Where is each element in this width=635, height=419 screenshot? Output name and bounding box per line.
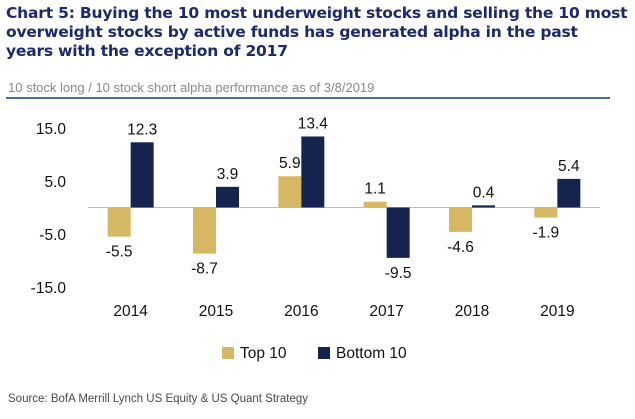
x-tick-label: 2017 — [369, 303, 403, 320]
legend: Top 10 Bottom 10 — [222, 345, 407, 362]
top10-bar — [193, 207, 216, 254]
bottom10-bar — [301, 136, 325, 208]
data-label: 13.4 — [298, 115, 329, 132]
top10-bar — [449, 207, 472, 232]
legend-swatch-top10 — [222, 347, 234, 359]
data-label: -4.6 — [447, 239, 474, 256]
bottom10-bar — [130, 142, 154, 208]
x-tick-label: 2015 — [199, 303, 233, 320]
top10-bar — [278, 176, 302, 208]
data-label: 5.9 — [279, 155, 301, 172]
x-tick-label: 2019 — [540, 303, 574, 320]
bottom10-bar — [386, 207, 410, 258]
legend-label-top10: Top 10 — [240, 345, 287, 362]
data-label: -1.9 — [532, 225, 559, 242]
y-tick-label: -15.0 — [31, 280, 67, 297]
bars-group: -5.5 12.3 -8.7 3.9 5.9 13.4 1.1 -9.5 -4.6 0.4 -1.9… — [106, 115, 581, 282]
y-tick-label: -5.0 — [39, 227, 66, 244]
legend-label-bottom10: Bottom 10 — [336, 345, 407, 362]
x-axis: 2014 2015 2016 2017 2018 2019 — [113, 303, 574, 320]
data-label: 0.4 — [473, 184, 495, 201]
data-label: -9.5 — [385, 265, 412, 282]
data-label: 5.4 — [558, 158, 580, 175]
top10-bar — [107, 207, 131, 237]
data-label: -5.5 — [106, 244, 133, 261]
x-tick-label: 2016 — [284, 303, 318, 320]
y-axis: 15.0 5.0 -5.0 -15.0 — [31, 121, 67, 297]
data-label: -8.7 — [191, 261, 218, 278]
bottom10-bar — [557, 178, 581, 208]
y-tick-label: 15.0 — [36, 121, 67, 138]
data-label: 1.1 — [364, 181, 386, 198]
data-label: 3.9 — [217, 166, 239, 183]
bottom10-bar — [216, 186, 239, 208]
chart-subtitle: 10 stock long / 10 stock short alpha per… — [8, 80, 375, 95]
legend-swatch-bottom10 — [318, 347, 330, 359]
top10-bar — [363, 201, 387, 208]
x-tick-label: 2014 — [113, 303, 148, 320]
chart-title: Chart 5: Buying the 10 most underweight … — [6, 4, 628, 60]
data-label: 12.3 — [127, 121, 157, 138]
title-divider — [6, 97, 610, 99]
top10-bar — [534, 207, 558, 218]
bar-chart: 15.0 5.0 -5.0 -15.0 -5.5 12.3 -8.7 3.9 5.9 13.4 1… — [31, 115, 600, 362]
bottom10-bar — [472, 205, 495, 208]
source-note: Source: BofA Merrill Lynch US Equity & U… — [8, 393, 308, 405]
x-tick-label: 2018 — [455, 303, 489, 320]
y-tick-label: 5.0 — [44, 174, 66, 191]
